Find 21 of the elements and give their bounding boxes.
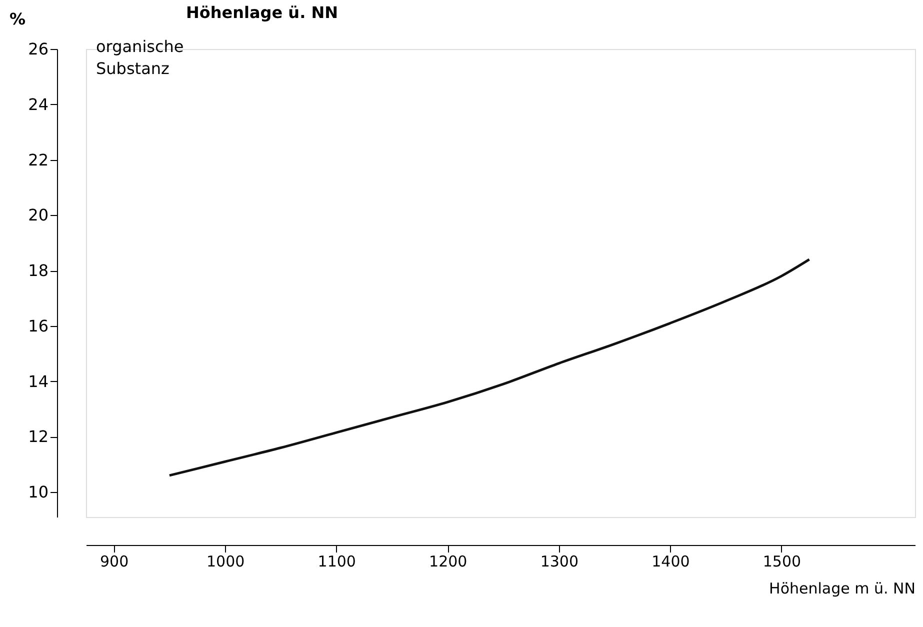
y-tick-label: 20 [28, 206, 48, 225]
x-tick-label: 1200 [429, 552, 468, 570]
y-tick-label: 26 [28, 40, 48, 58]
annotation: organische Substanz [96, 37, 184, 78]
y-tick-label: 24 [28, 94, 48, 114]
x-tick-label: 1100 [318, 552, 356, 570]
y-tick-label: 12 [28, 427, 48, 446]
y-tick-label: 10 [28, 482, 48, 502]
y-tick-label: 18 [28, 261, 48, 280]
y-tick-label: 16 [28, 316, 48, 336]
chart-title: Höhenlage ü. NN [186, 3, 338, 22]
line-series [168, 258, 811, 477]
y-tick-label: 22 [28, 150, 48, 170]
x-axis-title: Höhenlage m ü. NN [769, 580, 916, 598]
x-tick-label: 900 [100, 552, 129, 570]
x-tick-label: 1500 [762, 552, 802, 570]
y-axis-title: % [9, 10, 26, 28]
x-tick-label: 1300 [540, 552, 579, 570]
y-tick-label: 14 [28, 372, 48, 391]
x-tick-label: 1000 [206, 552, 245, 570]
x-tick-label: 1400 [652, 552, 690, 570]
